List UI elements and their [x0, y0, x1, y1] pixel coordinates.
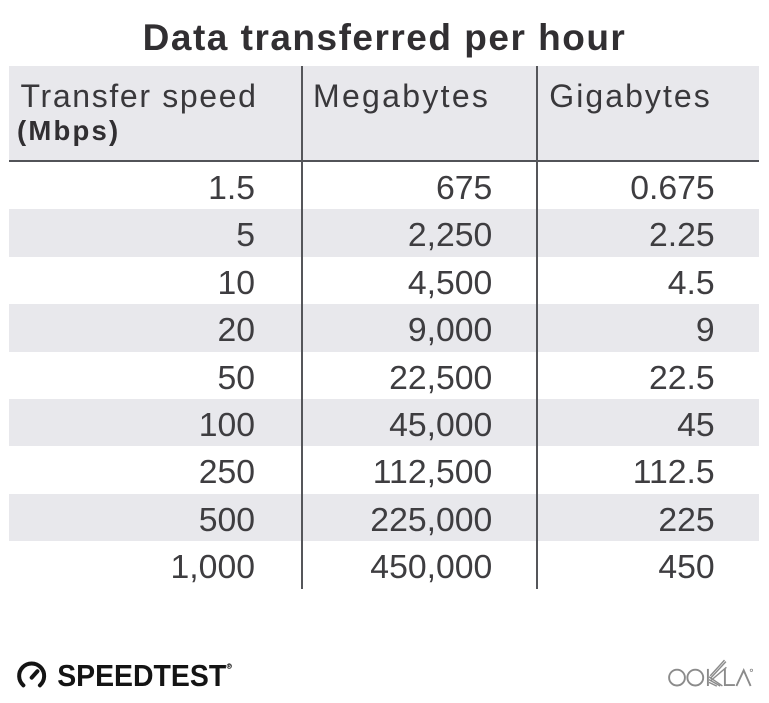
- svg-text:SPEEDTEST: SPEEDTEST: [57, 659, 226, 693]
